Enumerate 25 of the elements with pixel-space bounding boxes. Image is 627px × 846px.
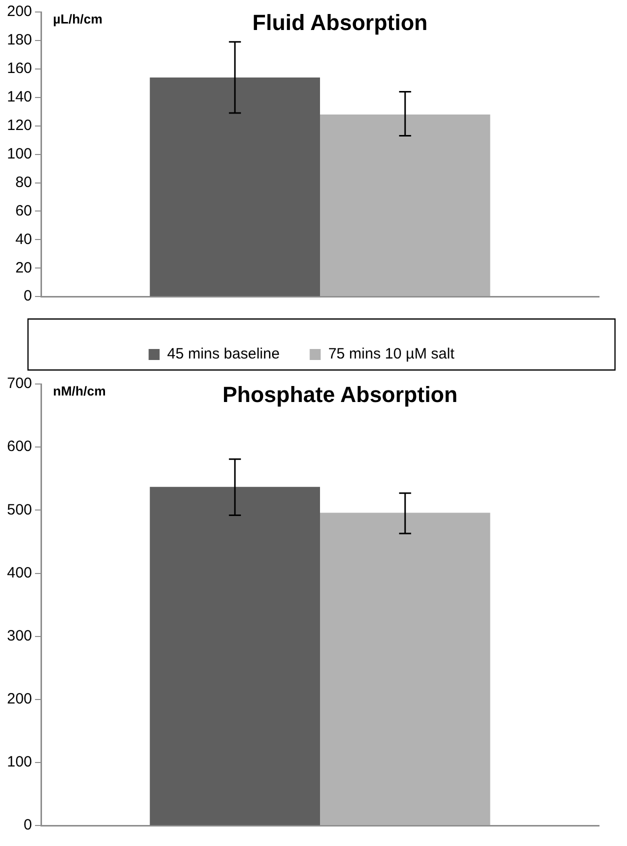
chart-title: Fluid Absorption xyxy=(252,10,428,36)
y-tick-label: 300 xyxy=(6,627,32,644)
legend-label: 75 mins 10 µM salt xyxy=(328,346,456,363)
y-axis-title: µL/h/cm xyxy=(53,12,102,27)
y-tick-label: 40 xyxy=(15,230,32,248)
y-tick-label: 120 xyxy=(6,116,32,134)
y-tick-label: 400 xyxy=(6,564,32,582)
y-tick-label: 80 xyxy=(15,174,32,191)
y-tick-label: 700 xyxy=(6,375,32,392)
y-tick-label: 160 xyxy=(6,60,32,78)
y-tick-label: 200 xyxy=(6,3,32,20)
y-tick-label: 100 xyxy=(6,754,32,771)
y-tick-label: 0 xyxy=(24,816,32,834)
chart-title: Phosphate Absorption xyxy=(222,382,458,408)
y-tick-label: 200 xyxy=(6,690,32,708)
y-tick-label: 100 xyxy=(6,145,32,162)
y-tick-label: 600 xyxy=(6,438,32,456)
y-tick-label: 140 xyxy=(6,88,32,106)
y-tick-label: 180 xyxy=(6,32,32,49)
y-tick-label: 20 xyxy=(15,259,32,276)
y-tick-label: 60 xyxy=(15,202,32,220)
y-tick-label: 0 xyxy=(24,288,32,305)
y-tick-label: 500 xyxy=(6,501,32,518)
y-axis-title: nM/h/cm xyxy=(53,384,106,399)
legend-label: 45 mins baseline xyxy=(167,346,280,363)
